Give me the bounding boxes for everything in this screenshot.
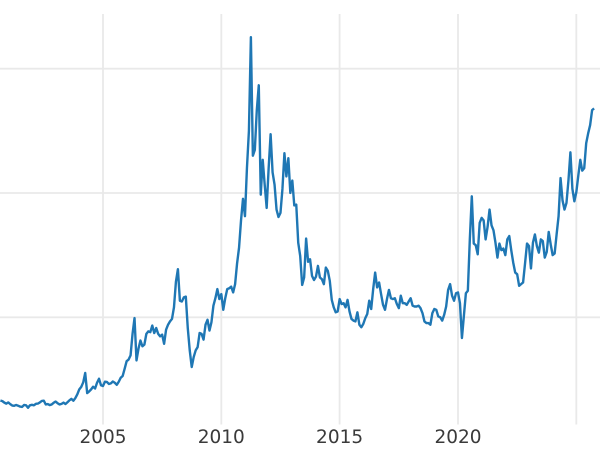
x-axis-label: 2020 [434, 427, 481, 448]
x-axis-label: 2015 [316, 427, 363, 448]
x-axis-label: 2005 [79, 427, 126, 448]
price-line-series [0, 36, 595, 409]
x-axis-label: 2010 [198, 427, 245, 448]
